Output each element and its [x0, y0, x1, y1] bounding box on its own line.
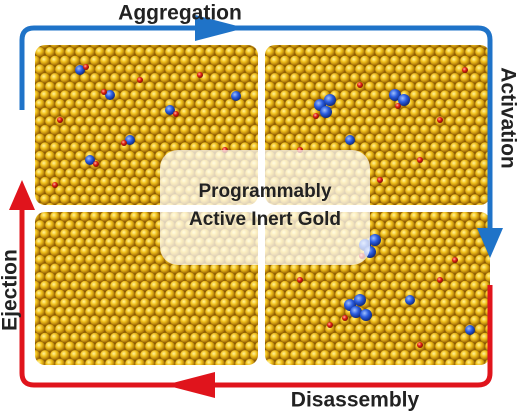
blue-arrow — [19, 25, 493, 230]
label-top: Aggregation — [118, 2, 242, 25]
label-left: Ejection — [0, 249, 22, 331]
arrowhead — [165, 372, 215, 398]
red-arrow — [19, 195, 493, 388]
arrowhead — [477, 228, 503, 258]
arrowhead — [9, 180, 35, 210]
center-title: Active Inert Gold — [189, 209, 341, 230]
center-title: Programmably — [198, 181, 331, 202]
center-box — [160, 150, 370, 265]
label-bottom: Disassembly — [291, 389, 420, 412]
label-right: Activation — [496, 67, 519, 169]
arrowhead — [195, 15, 245, 41]
adatoms — [52, 64, 475, 348]
